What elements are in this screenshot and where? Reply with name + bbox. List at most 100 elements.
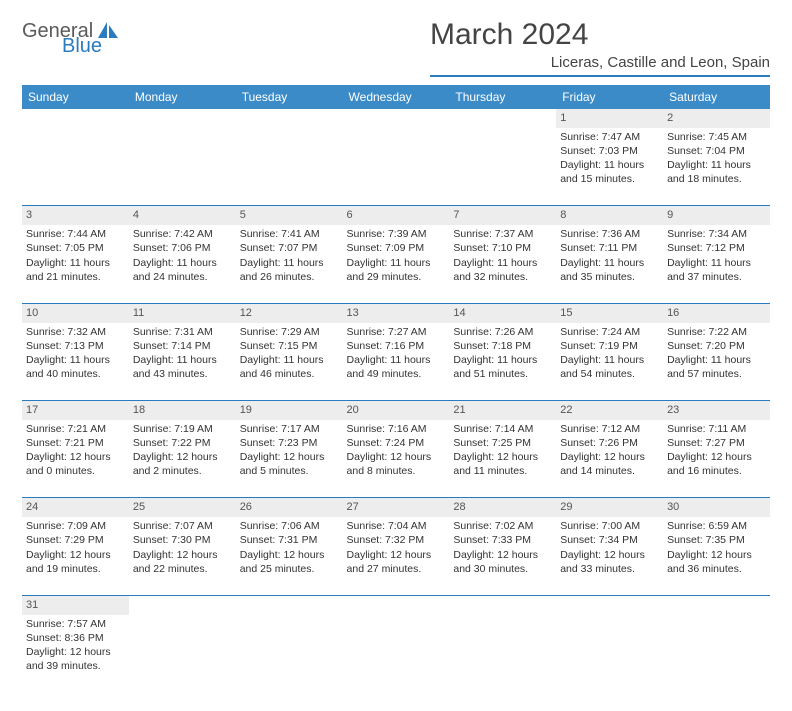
sunset-line: Sunset: 7:29 PM xyxy=(26,533,125,547)
day-cell: Sunrise: 7:34 AMSunset: 7:12 PMDaylight:… xyxy=(663,225,770,303)
daylight-line: Daylight: 11 hours and 18 minutes. xyxy=(667,158,766,186)
daynum-cell: 12 xyxy=(236,303,343,322)
sunrise-line: Sunrise: 7:57 AM xyxy=(26,617,125,631)
sunrise-line: Sunrise: 6:59 AM xyxy=(667,519,766,533)
sunrise-line: Sunrise: 7:16 AM xyxy=(347,422,446,436)
header: General Blue March 2024 Liceras, Castill… xyxy=(22,18,770,77)
daynum-cell: 17 xyxy=(22,401,129,420)
sunset-line: Sunset: 7:05 PM xyxy=(26,241,125,255)
sunrise-line: Sunrise: 7:21 AM xyxy=(26,422,125,436)
daynum-cell: 19 xyxy=(236,401,343,420)
day-cell: Sunrise: 7:42 AMSunset: 7:06 PMDaylight:… xyxy=(129,225,236,303)
daynum-cell: 22 xyxy=(556,401,663,420)
sunset-line: Sunset: 7:27 PM xyxy=(667,436,766,450)
day-cell: Sunrise: 7:45 AMSunset: 7:04 PMDaylight:… xyxy=(663,128,770,206)
day-number: 12 xyxy=(236,304,343,323)
daynum-empty xyxy=(236,109,343,128)
sunrise-line: Sunrise: 7:02 AM xyxy=(453,519,552,533)
day-cell: Sunrise: 7:27 AMSunset: 7:16 PMDaylight:… xyxy=(343,323,450,401)
sunset-line: Sunset: 7:07 PM xyxy=(240,241,339,255)
daynum-cell: 21 xyxy=(449,401,556,420)
day-cell-empty xyxy=(236,615,343,693)
daynum-cell: 13 xyxy=(343,303,450,322)
day-cell: Sunrise: 6:59 AMSunset: 7:35 PMDaylight:… xyxy=(663,517,770,595)
sunset-line: Sunset: 7:06 PM xyxy=(133,241,232,255)
daynum-cell: 16 xyxy=(663,303,770,322)
daynum-cell: 11 xyxy=(129,303,236,322)
daylight-line: Daylight: 12 hours and 25 minutes. xyxy=(240,548,339,576)
sunset-line: Sunset: 8:36 PM xyxy=(26,631,125,645)
day-cell: Sunrise: 7:26 AMSunset: 7:18 PMDaylight:… xyxy=(449,323,556,401)
day-number: 20 xyxy=(343,401,450,420)
day-cell: Sunrise: 7:22 AMSunset: 7:20 PMDaylight:… xyxy=(663,323,770,401)
day-cell: Sunrise: 7:57 AMSunset: 8:36 PMDaylight:… xyxy=(22,615,129,693)
daynum-cell: 5 xyxy=(236,206,343,225)
daynum-row: 24252627282930 xyxy=(22,498,770,517)
daylight-line: Daylight: 12 hours and 27 minutes. xyxy=(347,548,446,576)
daynum-cell: 7 xyxy=(449,206,556,225)
daynum-row: 17181920212223 xyxy=(22,401,770,420)
day-cell: Sunrise: 7:02 AMSunset: 7:33 PMDaylight:… xyxy=(449,517,556,595)
daynum-empty xyxy=(343,109,450,128)
week-row: Sunrise: 7:21 AMSunset: 7:21 PMDaylight:… xyxy=(22,420,770,498)
day-number: 8 xyxy=(556,206,663,225)
daylight-line: Daylight: 12 hours and 19 minutes. xyxy=(26,548,125,576)
daynum-row: 12 xyxy=(22,109,770,128)
day-cell: Sunrise: 7:36 AMSunset: 7:11 PMDaylight:… xyxy=(556,225,663,303)
daylight-line: Daylight: 11 hours and 49 minutes. xyxy=(347,353,446,381)
daynum-cell: 1 xyxy=(556,109,663,128)
daynum-cell: 29 xyxy=(556,498,663,517)
day-cell: Sunrise: 7:12 AMSunset: 7:26 PMDaylight:… xyxy=(556,420,663,498)
daynum-cell: 6 xyxy=(343,206,450,225)
day-cell-empty xyxy=(343,615,450,693)
sunrise-line: Sunrise: 7:34 AM xyxy=(667,227,766,241)
week-row: Sunrise: 7:47 AMSunset: 7:03 PMDaylight:… xyxy=(22,128,770,206)
daynum-cell: 25 xyxy=(129,498,236,517)
sunset-line: Sunset: 7:19 PM xyxy=(560,339,659,353)
daylight-line: Daylight: 11 hours and 35 minutes. xyxy=(560,256,659,284)
day-cell: Sunrise: 7:44 AMSunset: 7:05 PMDaylight:… xyxy=(22,225,129,303)
sunrise-line: Sunrise: 7:44 AM xyxy=(26,227,125,241)
daynum-cell: 15 xyxy=(556,303,663,322)
sunset-line: Sunset: 7:10 PM xyxy=(453,241,552,255)
day-number: 15 xyxy=(556,304,663,323)
day-number: 6 xyxy=(343,206,450,225)
weekday-header: Thursday xyxy=(449,85,556,109)
day-number: 24 xyxy=(22,498,129,517)
calendar-body: 12 Sunrise: 7:47 AMSunset: 7:03 PMDaylig… xyxy=(22,109,770,693)
weekday-header: Monday xyxy=(129,85,236,109)
day-number: 26 xyxy=(236,498,343,517)
sunset-line: Sunset: 7:09 PM xyxy=(347,241,446,255)
sunrise-line: Sunrise: 7:04 AM xyxy=(347,519,446,533)
sunset-line: Sunset: 7:35 PM xyxy=(667,533,766,547)
sunset-line: Sunset: 7:12 PM xyxy=(667,241,766,255)
day-cell-empty xyxy=(449,615,556,693)
daylight-line: Daylight: 11 hours and 46 minutes. xyxy=(240,353,339,381)
title-block: March 2024 Liceras, Castille and Leon, S… xyxy=(430,18,770,77)
day-number: 5 xyxy=(236,206,343,225)
day-cell-empty xyxy=(22,128,129,206)
day-cell: Sunrise: 7:07 AMSunset: 7:30 PMDaylight:… xyxy=(129,517,236,595)
sunrise-line: Sunrise: 7:14 AM xyxy=(453,422,552,436)
daynum-cell: 3 xyxy=(22,206,129,225)
daynum-row: 3456789 xyxy=(22,206,770,225)
sunrise-line: Sunrise: 7:19 AM xyxy=(133,422,232,436)
sunrise-line: Sunrise: 7:41 AM xyxy=(240,227,339,241)
sunset-line: Sunset: 7:21 PM xyxy=(26,436,125,450)
day-cell: Sunrise: 7:14 AMSunset: 7:25 PMDaylight:… xyxy=(449,420,556,498)
daylight-line: Daylight: 12 hours and 36 minutes. xyxy=(667,548,766,576)
sunset-line: Sunset: 7:03 PM xyxy=(560,144,659,158)
sunrise-line: Sunrise: 7:11 AM xyxy=(667,422,766,436)
daynum-cell: 20 xyxy=(343,401,450,420)
sunrise-line: Sunrise: 7:09 AM xyxy=(26,519,125,533)
day-cell: Sunrise: 7:39 AMSunset: 7:09 PMDaylight:… xyxy=(343,225,450,303)
sunset-line: Sunset: 7:33 PM xyxy=(453,533,552,547)
day-number: 3 xyxy=(22,206,129,225)
day-cell: Sunrise: 7:29 AMSunset: 7:15 PMDaylight:… xyxy=(236,323,343,401)
month-title: March 2024 xyxy=(430,18,770,52)
weekday-header: Wednesday xyxy=(343,85,450,109)
day-cell-empty xyxy=(556,615,663,693)
weekday-header: Tuesday xyxy=(236,85,343,109)
sunset-line: Sunset: 7:23 PM xyxy=(240,436,339,450)
daylight-line: Daylight: 12 hours and 30 minutes. xyxy=(453,548,552,576)
